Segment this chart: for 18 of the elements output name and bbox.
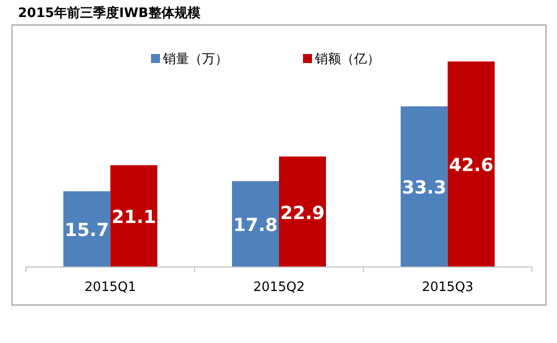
- bar: [279, 156, 326, 267]
- data-label: 17.8: [233, 215, 278, 236]
- chart-title: 2015年前三季度IWB整体规模: [18, 5, 200, 21]
- legend-label: 销额（亿）: [314, 52, 380, 67]
- data-label: 21.1: [112, 207, 156, 228]
- data-label: 15.7: [64, 220, 110, 242]
- x-tick-label: 2015Q3: [422, 280, 474, 295]
- bar: [400, 106, 448, 267]
- bar: [110, 165, 158, 267]
- data-label: 42.6: [448, 155, 494, 176]
- data-label: 22.9: [280, 202, 325, 224]
- x-tick-label: 2015Q1: [84, 280, 136, 295]
- bar: [63, 191, 110, 267]
- data-label: 33.3: [402, 178, 446, 199]
- legend-label: 销量（万）: [162, 52, 228, 67]
- x-tick-label: 2015Q2: [253, 280, 305, 295]
- bar: [448, 61, 495, 267]
- bar: [232, 181, 279, 267]
